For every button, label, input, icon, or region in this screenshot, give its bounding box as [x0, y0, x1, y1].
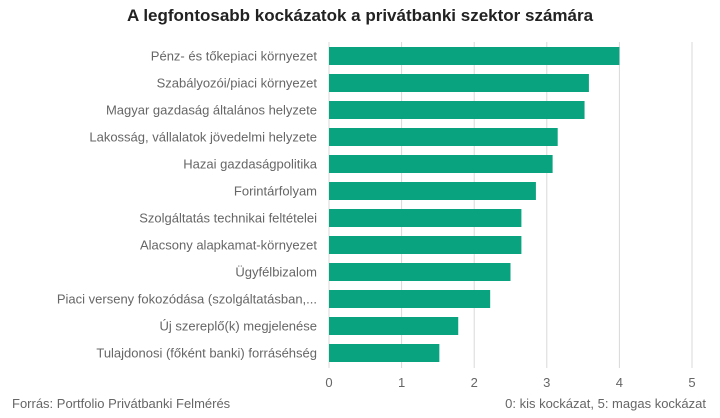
bar: [329, 74, 589, 92]
category-label: Pénz- és tőkepiaci környezet: [151, 49, 318, 64]
category-label: Hazai gazdaságpolitika: [183, 157, 317, 172]
x-tick-label: 0: [325, 375, 332, 390]
x-tick-label: 2: [471, 375, 478, 390]
x-tick-label: 3: [543, 375, 550, 390]
bar: [329, 155, 553, 173]
bar: [329, 263, 511, 281]
category-label: Magyar gazdaság általános helyzete: [106, 103, 317, 118]
bar: [329, 236, 522, 254]
source-note: Forrás: Portfolio Privátbanki Felmérés: [12, 396, 231, 411]
category-label: Ügyfélbizalom: [235, 265, 317, 280]
x-tick-label: 5: [688, 375, 695, 390]
category-label: Szabályozói/piaci környezet: [157, 76, 318, 91]
category-label: Lakosság, vállalatok jövedelmi helyzete: [89, 130, 317, 145]
category-label: Tulajdonosi (főként banki) forráséhség: [96, 346, 317, 361]
bar: [329, 290, 491, 308]
bar: [329, 47, 620, 65]
category-label: Piaci verseny fokozódása (szolgáltatásba…: [57, 292, 317, 307]
category-label: Új szereplő(k) megjelenése: [159, 319, 317, 334]
bar: [329, 182, 536, 200]
category-label: Forintárfolyam: [234, 184, 317, 199]
category-label: Alacsony alapkamat-környezet: [140, 238, 317, 253]
bar: [329, 344, 440, 362]
x-tick-label: 4: [616, 375, 623, 390]
chart-title: A legfontosabb kockázatok a privátbanki …: [126, 6, 594, 25]
scale-note: 0: kis kockázat, 5: magas kockázat: [505, 396, 706, 411]
bar: [329, 128, 558, 146]
bar: [329, 209, 522, 227]
bar: [329, 317, 459, 335]
bar: [329, 101, 585, 119]
x-tick-label: 1: [398, 375, 405, 390]
category-label: Szolgáltatás technikai feltételei: [139, 211, 317, 226]
